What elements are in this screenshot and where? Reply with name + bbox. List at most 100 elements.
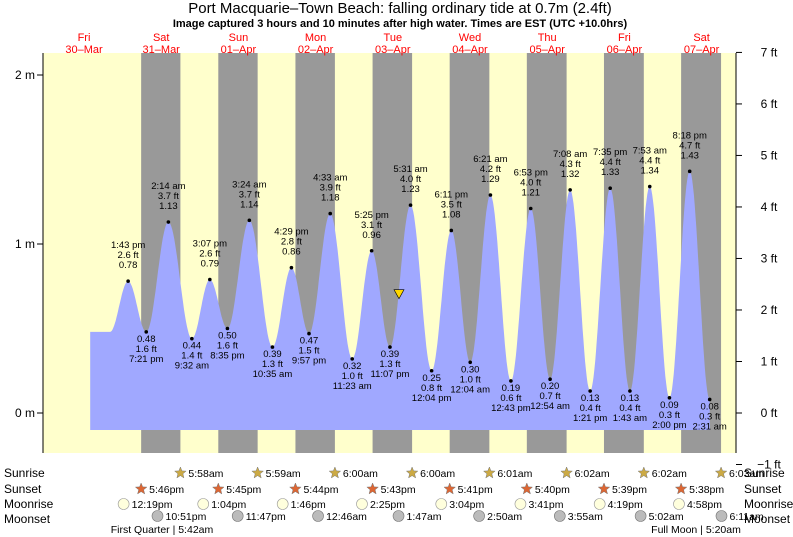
extreme-meters: 0.39	[263, 349, 282, 360]
extreme-feet: 4.4 ft	[639, 156, 660, 167]
extreme-point	[528, 206, 533, 211]
extreme-meters: 1.18	[321, 193, 340, 204]
extreme-meters: 0.79	[201, 258, 220, 269]
extreme-point	[225, 326, 230, 331]
extreme-feet: 1.6 ft	[217, 341, 238, 352]
tide-extremes: 1:43 pm2.6 ft0.780.481.6 ft7:21 pm2:14 a…	[111, 130, 727, 432]
sunrise-icon	[328, 466, 342, 479]
moonrise-time: 3:41pm	[528, 499, 563, 511]
moonset-time: 3:55am	[568, 511, 603, 523]
moonset-icon	[392, 510, 405, 522]
sunrise-icon	[251, 466, 265, 479]
moonset-icon	[553, 510, 566, 522]
extreme-feet: 2.8 ft	[281, 237, 302, 248]
extreme-time: 11:23 am	[333, 381, 372, 392]
extreme-time: 7:35 pm	[593, 147, 627, 158]
y-right-tick-label: −1 ft	[757, 458, 781, 472]
extreme-feet: 0.3 ft	[699, 411, 720, 422]
extreme-time: 7:53 am	[633, 146, 667, 157]
moon-phase-full-moon: Full Moon | 5:20am	[651, 524, 741, 536]
extreme-feet: 3.7 ft	[158, 191, 179, 202]
extreme-feet: 1.5 ft	[298, 346, 319, 357]
extreme-feet: 0.8 ft	[421, 383, 442, 394]
sunset-row-label: Sunset	[4, 482, 42, 496]
sunset-time: 5:45pm	[226, 484, 261, 496]
day-of-week: Sat	[153, 32, 170, 44]
sunrise-time: 6:00am	[343, 468, 378, 480]
extreme-point	[247, 218, 252, 223]
extreme-feet: 4.0 ft	[400, 174, 421, 185]
day-of-week: Mon	[305, 32, 326, 44]
moonset-time: 12:46am	[326, 511, 367, 523]
sunset-time: 5:41pm	[458, 484, 493, 496]
extreme-time: 10:35 am	[253, 369, 293, 380]
sunrise-time: 5:59am	[266, 468, 301, 480]
moonrise-time: 1:04pm	[211, 499, 246, 511]
extreme-feet: 3.5 ft	[441, 199, 462, 210]
sunrise-icon	[560, 466, 573, 479]
extreme-point	[647, 184, 652, 189]
date-label: 04–Apr	[452, 44, 488, 56]
moonrise-time: 4:19pm	[608, 499, 643, 511]
extreme-point	[468, 360, 473, 365]
day-of-week: Sat	[693, 32, 710, 44]
sunrise-icon	[637, 466, 651, 479]
extreme-point	[307, 331, 311, 336]
extreme-meters: 1.14	[240, 199, 259, 210]
sunset-time: 5:44pm	[303, 484, 338, 496]
extreme-time: 3:07 pm	[193, 238, 227, 249]
extreme-feet: 4.2 ft	[480, 164, 501, 175]
extreme-time: 1:21 pm	[573, 413, 607, 424]
date-label: 31–Mar	[143, 44, 181, 56]
extreme-time: 12:54 am	[530, 401, 570, 412]
extreme-meters: 0.09	[660, 400, 679, 411]
y-left-tick-label: 0 m	[15, 406, 35, 420]
extreme-meters: 1.23	[401, 184, 420, 195]
extreme-time: 8:35 pm	[210, 351, 244, 362]
extreme-point	[707, 397, 712, 402]
extreme-time: 1:43 am	[613, 413, 647, 424]
extreme-point	[289, 265, 294, 270]
moonrise-icon	[673, 498, 685, 510]
moonrise-icon	[514, 498, 527, 510]
date-label: 06–Apr	[607, 44, 643, 56]
sunrise-icon	[714, 466, 728, 479]
y-right-tick-label: 1 ft	[761, 354, 778, 368]
y-right-tick-label: 5 ft	[761, 148, 778, 162]
extreme-point	[408, 203, 413, 207]
moonrise-icon	[593, 498, 606, 510]
day-of-week: Wed	[459, 32, 481, 44]
moonrise-row-label-right: Moonrise	[744, 497, 793, 511]
date-label: 02–Apr	[298, 44, 334, 56]
extreme-point	[608, 186, 612, 191]
extreme-meters: 0.19	[502, 383, 521, 394]
extreme-point	[270, 345, 275, 349]
extreme-feet: 3.1 ft	[361, 220, 382, 231]
extreme-meters: 0.50	[218, 331, 237, 342]
extreme-point	[687, 169, 692, 174]
tide-area	[90, 171, 710, 431]
moonrise-row-label: Moonrise	[4, 497, 54, 511]
sunset-time: 5:38pm	[689, 484, 724, 496]
extreme-time: 5:25 pm	[354, 210, 388, 221]
extreme-feet: 2.6 ft	[118, 250, 139, 261]
date-label: 03–Apr	[375, 44, 411, 56]
day-of-week: Fri	[78, 32, 91, 44]
extreme-time: 4:33 am	[313, 173, 347, 184]
extreme-time: 3:24 am	[232, 179, 266, 190]
extreme-point	[350, 357, 355, 361]
date-header: Fri30–MarSat31–MarSun01–AprMon02–AprTue0…	[65, 32, 719, 56]
extreme-time: 5:31 am	[393, 164, 427, 175]
extreme-point	[208, 277, 212, 282]
extreme-meters: 1.43	[680, 150, 699, 161]
y-left-tick-label: 2 m	[15, 68, 35, 82]
extreme-meters: 0.47	[300, 336, 319, 347]
sunset-icon	[211, 482, 225, 495]
moonrise-time: 3:04pm	[449, 499, 484, 511]
extreme-meters: 0.32	[343, 361, 362, 372]
y-axes: 2 m 1 m 0 m 7 ft 6 ft 5 ft 4 ft 3 ft 2 ft 1 ft 0 f…	[15, 45, 782, 471]
extreme-feet: 4.4 ft	[600, 157, 621, 168]
extreme-time: 12:04 am	[450, 384, 490, 395]
extreme-feet: 3.7 ft	[239, 189, 260, 200]
